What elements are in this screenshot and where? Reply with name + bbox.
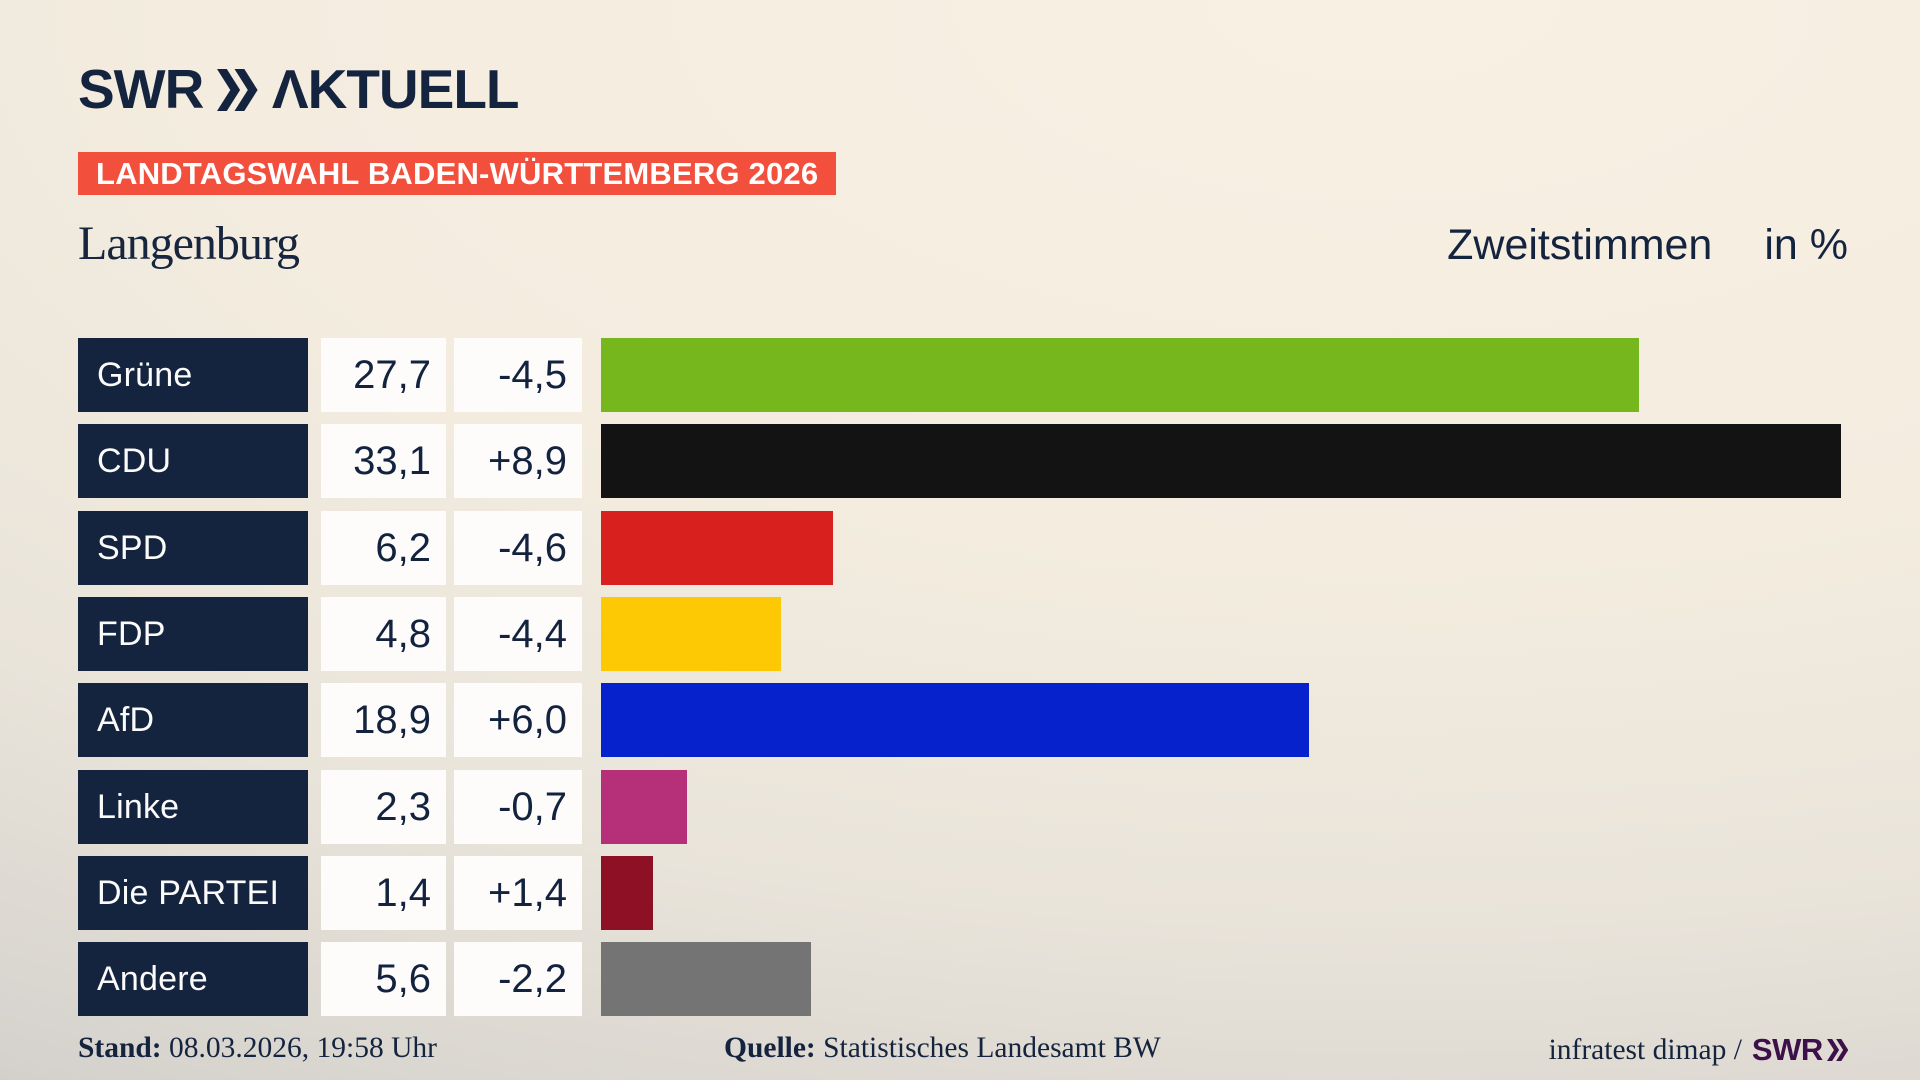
party-name: FDP bbox=[97, 614, 166, 653]
party-label-cell: AfD bbox=[78, 683, 308, 757]
party-label-cell: FDP bbox=[78, 597, 308, 671]
party-value-cell: 6,2 bbox=[321, 511, 446, 585]
party-value-cell: 27,7 bbox=[321, 338, 446, 412]
party-change: -4,5 bbox=[498, 352, 567, 397]
party-change: -4,6 bbox=[498, 525, 567, 570]
title-row: Langenburg Zweitstimmen in % bbox=[78, 217, 1848, 274]
party-name: AfD bbox=[97, 700, 155, 739]
party-value: 18,9 bbox=[353, 697, 431, 742]
party-name: CDU bbox=[97, 441, 172, 480]
quelle-label: Quelle: bbox=[724, 1032, 816, 1064]
party-name: Linke bbox=[97, 787, 180, 826]
party-change: +1,4 bbox=[488, 870, 567, 915]
party-label-cell: Linke bbox=[78, 770, 308, 844]
swr-chevrons-icon bbox=[1826, 1039, 1848, 1061]
status-timestamp: Stand: 08.03.2026, 19:58 Uhr bbox=[78, 1032, 437, 1065]
party-value: 1,4 bbox=[375, 870, 431, 915]
result-bar bbox=[601, 942, 811, 1016]
party-change-cell: -0,7 bbox=[454, 770, 582, 844]
party-change: -0,7 bbox=[498, 784, 567, 829]
party-change-cell: -4,6 bbox=[454, 511, 582, 585]
logo-aktuell-text: ΛKTUELL bbox=[271, 58, 520, 120]
swr-brand-mark: SWR bbox=[1752, 1032, 1848, 1068]
party-value: 2,3 bbox=[375, 784, 431, 829]
party-value-cell: 1,4 bbox=[321, 856, 446, 930]
party-change: +6,0 bbox=[488, 697, 567, 742]
result-bar bbox=[601, 856, 653, 930]
party-value: 6,2 bbox=[375, 525, 431, 570]
party-value: 33,1 bbox=[353, 438, 431, 483]
party-change-cell: +8,9 bbox=[454, 424, 582, 498]
party-change-cell: -2,2 bbox=[454, 942, 582, 1016]
credit-brand-text: SWR bbox=[1751, 1032, 1823, 1067]
election-badge-label: LANDTAGSWAHL BADEN-WÜRTTEMBERG 2026 bbox=[96, 155, 819, 191]
party-name: Grüne bbox=[97, 355, 193, 394]
party-change: +8,9 bbox=[488, 438, 567, 483]
credit-note: infratest dimap / SWR bbox=[1549, 1032, 1848, 1068]
swr-aktuell-logo: SWR ΛKTUELL bbox=[78, 58, 520, 120]
result-bar bbox=[601, 511, 833, 585]
party-label-cell: CDU bbox=[78, 424, 308, 498]
vote-type-heading: Zweitstimmen in % bbox=[1447, 221, 1848, 270]
logo-swr-text: SWR bbox=[78, 58, 204, 120]
party-label-cell: SPD bbox=[78, 511, 308, 585]
party-change-cell: +6,0 bbox=[454, 683, 582, 757]
party-name: SPD bbox=[97, 528, 168, 567]
party-change: -2,2 bbox=[498, 956, 567, 1001]
stand-value: 08.03.2026, 19:58 Uhr bbox=[169, 1032, 437, 1064]
party-label-cell: Grüne bbox=[78, 338, 308, 412]
stand-label: Stand: bbox=[78, 1032, 162, 1064]
result-bar bbox=[601, 424, 1841, 498]
party-label-cell: Andere bbox=[78, 942, 308, 1016]
party-value-cell: 2,3 bbox=[321, 770, 446, 844]
party-value-cell: 33,1 bbox=[321, 424, 446, 498]
party-value: 4,8 bbox=[375, 611, 431, 656]
party-name: Andere bbox=[97, 959, 208, 998]
quelle-value: Statistisches Landesamt BW bbox=[823, 1032, 1161, 1064]
result-bar bbox=[601, 338, 1639, 412]
party-name: Die PARTEI bbox=[97, 873, 280, 912]
party-change-cell: -4,5 bbox=[454, 338, 582, 412]
result-bar bbox=[601, 597, 781, 671]
party-change-cell: -4,4 bbox=[454, 597, 582, 671]
result-bar bbox=[601, 683, 1309, 757]
party-change: -4,4 bbox=[498, 611, 567, 656]
election-badge: LANDTAGSWAHL BADEN-WÜRTTEMBERG 2026 bbox=[78, 152, 837, 195]
credit-text: infratest dimap / bbox=[1548, 1033, 1742, 1066]
footer: Stand: 08.03.2026, 19:58 Uhr Quelle: Sta… bbox=[78, 1026, 1848, 1072]
source-note: Quelle: Statistisches Landesamt BW bbox=[724, 1032, 1161, 1065]
swr-chevrons-icon bbox=[217, 68, 258, 111]
party-value: 27,7 bbox=[353, 352, 431, 397]
vote-unit-label: in % bbox=[1764, 221, 1848, 269]
vote-type-label: Zweitstimmen bbox=[1447, 221, 1713, 269]
party-value: 5,6 bbox=[375, 956, 431, 1001]
party-change-cell: +1,4 bbox=[454, 856, 582, 930]
party-value-cell: 18,9 bbox=[321, 683, 446, 757]
party-value-cell: 5,6 bbox=[321, 942, 446, 1016]
result-bar bbox=[601, 770, 687, 844]
party-label-cell: Die PARTEI bbox=[78, 856, 308, 930]
page-title: Langenburg bbox=[78, 217, 300, 270]
party-value-cell: 4,8 bbox=[321, 597, 446, 671]
